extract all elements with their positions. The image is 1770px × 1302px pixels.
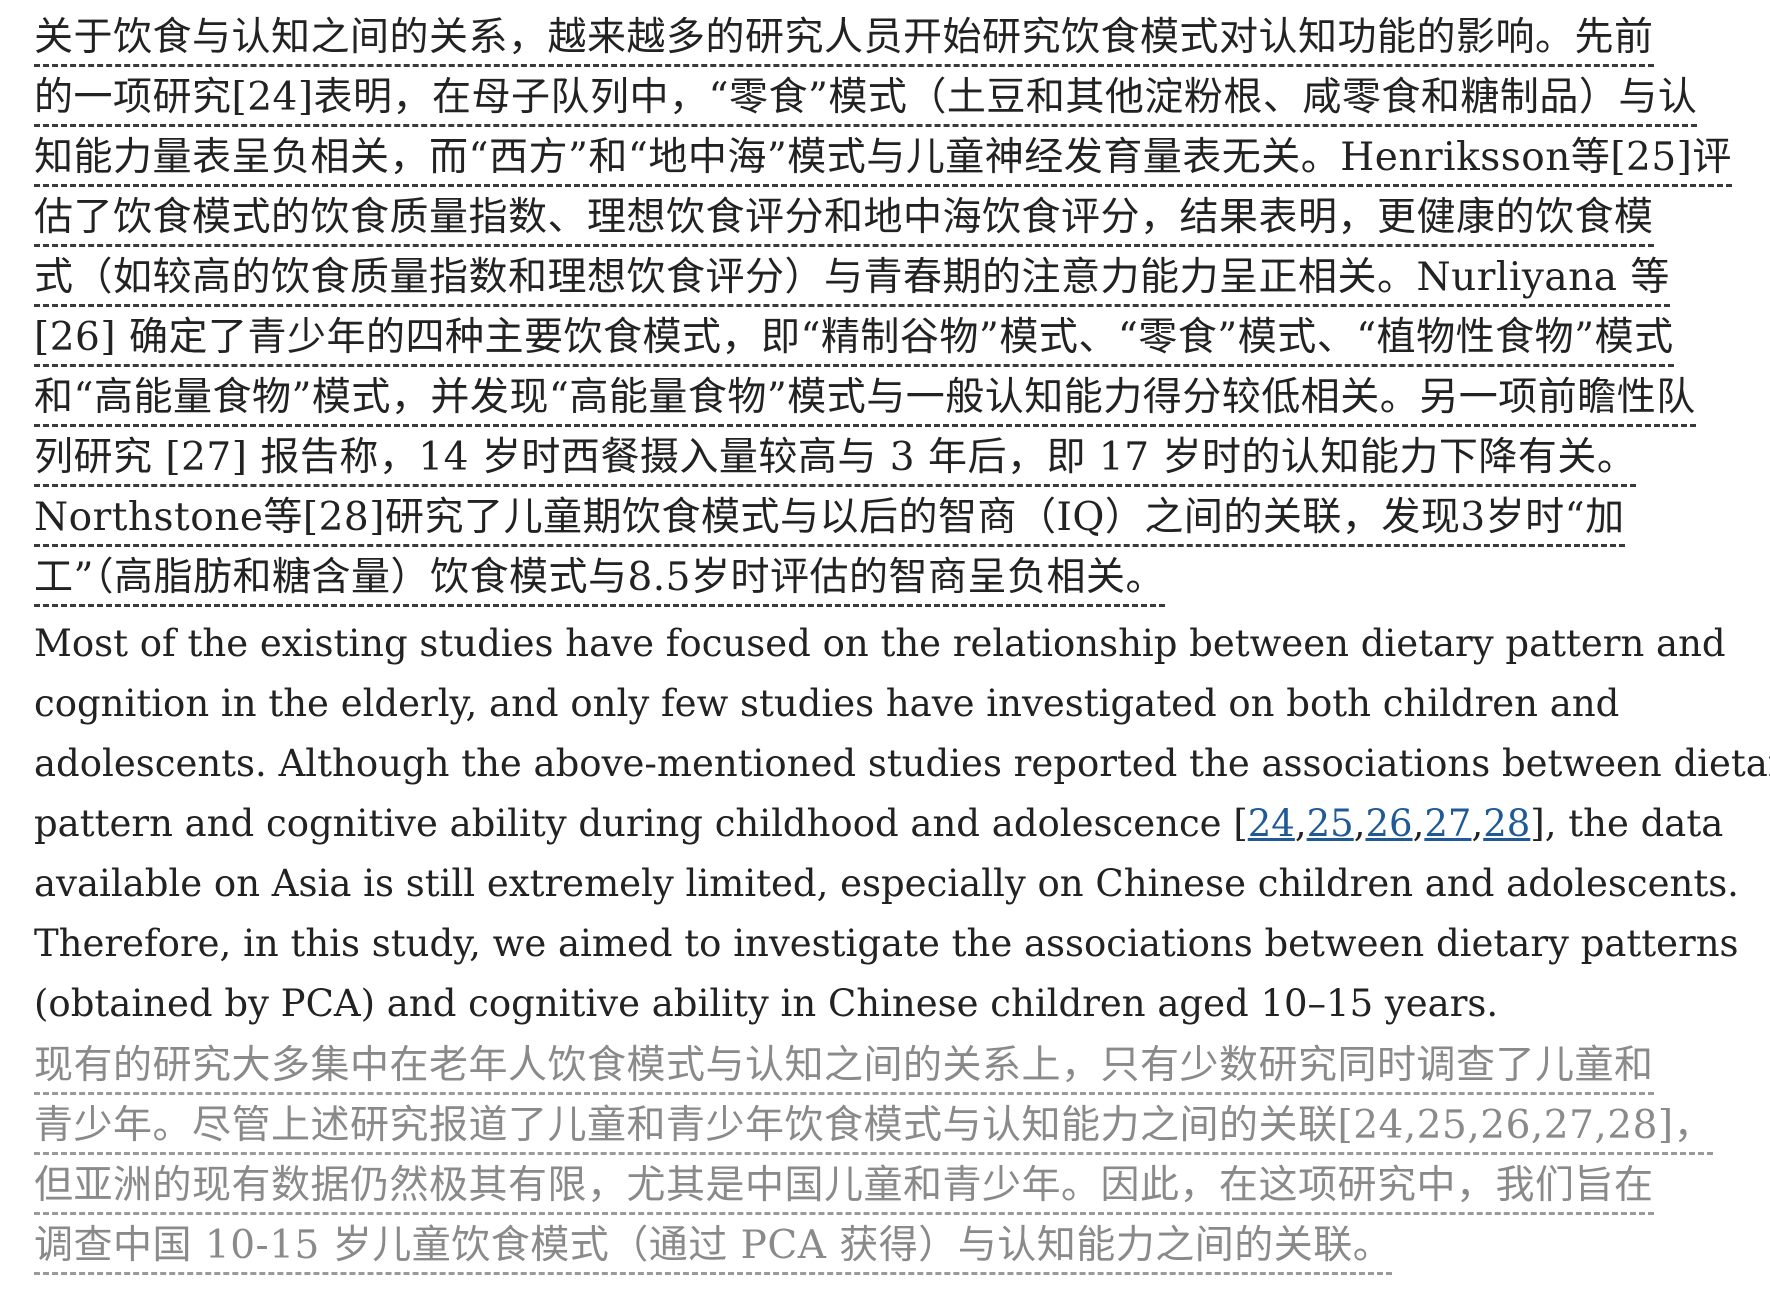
zh1-line-6[interactable]: [26] 确定了青少年的四种主要饮食模式，即“精制谷物”模式、“零食”模式、“植… (34, 315, 1674, 367)
en-line-4-end: ], the data (1530, 802, 1724, 845)
ref-separator: , (1353, 802, 1366, 845)
zh2-line-4[interactable]: 调查中国 10-15 岁儿童饮食模式（通过 PCA 获得）与认知能力之间的关联。 (34, 1223, 1393, 1275)
zh1-line-8[interactable]: 列研究 [27] 报告称，14 岁时西餐摄入量较高与 3 年后，即 17 岁时的… (34, 435, 1637, 487)
reference-link-24[interactable]: 24 (1247, 802, 1295, 845)
reference-link-27[interactable]: 27 (1424, 802, 1472, 845)
zh2-line-2[interactable]: 青少年。尽管上述研究报道了儿童和青少年饮食模式与认知能力之间的关联[24,25,… (34, 1103, 1714, 1155)
zh1-line-2[interactable]: 的一项研究[24]表明，在母子队列中，“零食”模式（土豆和其他淀粉根、咸零食和糖… (34, 75, 1698, 127)
zh1-line-9[interactable]: Northstone等[28]研究了儿童期饮食模式与以后的智商（IQ）之间的关联… (34, 495, 1625, 547)
zh1-line-4[interactable]: 估了饮食模式的饮食质量指数、理想饮食评分和地中海饮食评分，结果表明，更健康的饮食… (34, 195, 1654, 247)
en-line-4-start: pattern and cognitive ability during chi… (34, 802, 1248, 845)
zh2-line-1[interactable]: 现有的研究大多集中在老年人饮食模式与认知之间的关系上，只有少数研究同时调查了儿童… (34, 1043, 1654, 1095)
en-line-7: (obtained by PCA) and cognitive ability … (34, 982, 1499, 1025)
chinese-translation-paragraph-2: 现有的研究大多集中在老年人饮食模式与认知之间的关系上，只有少数研究同时调查了儿童… (34, 1036, 1714, 1276)
zh2-line-3[interactable]: 但亚洲的现有数据仍然极其有限，尤其是中国儿童和青少年。因此，在这项研究中，我们旨… (34, 1163, 1654, 1215)
ref-separator: , (1471, 802, 1484, 845)
reference-link-28[interactable]: 28 (1483, 802, 1531, 845)
zh1-line-7[interactable]: 和“高能量食物”模式，并发现“高能量食物”模式与一般认知能力得分较低相关。另一项… (34, 375, 1696, 427)
en-line-5: available on Asia is still extremely lim… (34, 862, 1739, 905)
reference-link-25[interactable]: 25 (1306, 802, 1354, 845)
ref-separator: , (1294, 802, 1307, 845)
reference-link-26[interactable]: 26 (1365, 802, 1413, 845)
en-line-1: Most of the existing studies have focuse… (34, 622, 1726, 665)
zh1-line-5[interactable]: 式（如较高的饮食质量指数和理想饮食评分）与青春期的注意力能力呈正相关。Nurli… (34, 255, 1670, 307)
en-line-6: Therefore, in this study, we aimed to in… (34, 922, 1739, 965)
en-line-4: pattern and cognitive ability during chi… (34, 794, 1734, 854)
en-line-3: adolescents. Although the above-mentione… (34, 742, 1770, 785)
ref-separator: , (1412, 802, 1425, 845)
zh1-line-1[interactable]: 关于饮食与认知之间的关系，越来越多的研究人员开始研究饮食模式对认知功能的影响。先… (34, 15, 1654, 67)
zh1-line-10[interactable]: 工”（高脂肪和糖含量）饮食模式与8.5岁时评估的智商呈负相关。 (34, 555, 1165, 607)
chinese-translation-paragraph-1: 关于饮食与认知之间的关系，越来越多的研究人员开始研究饮食模式对认知功能的影响。先… (34, 8, 1732, 608)
english-paragraph: Most of the existing studies have focuse… (34, 614, 1770, 1034)
zh1-line-3[interactable]: 知能力量表呈负相关，而“西方”和“地中海”模式与儿童神经发育量表无关。Henri… (34, 135, 1732, 187)
en-line-2: cognition in the elderly, and only few s… (34, 682, 1620, 725)
